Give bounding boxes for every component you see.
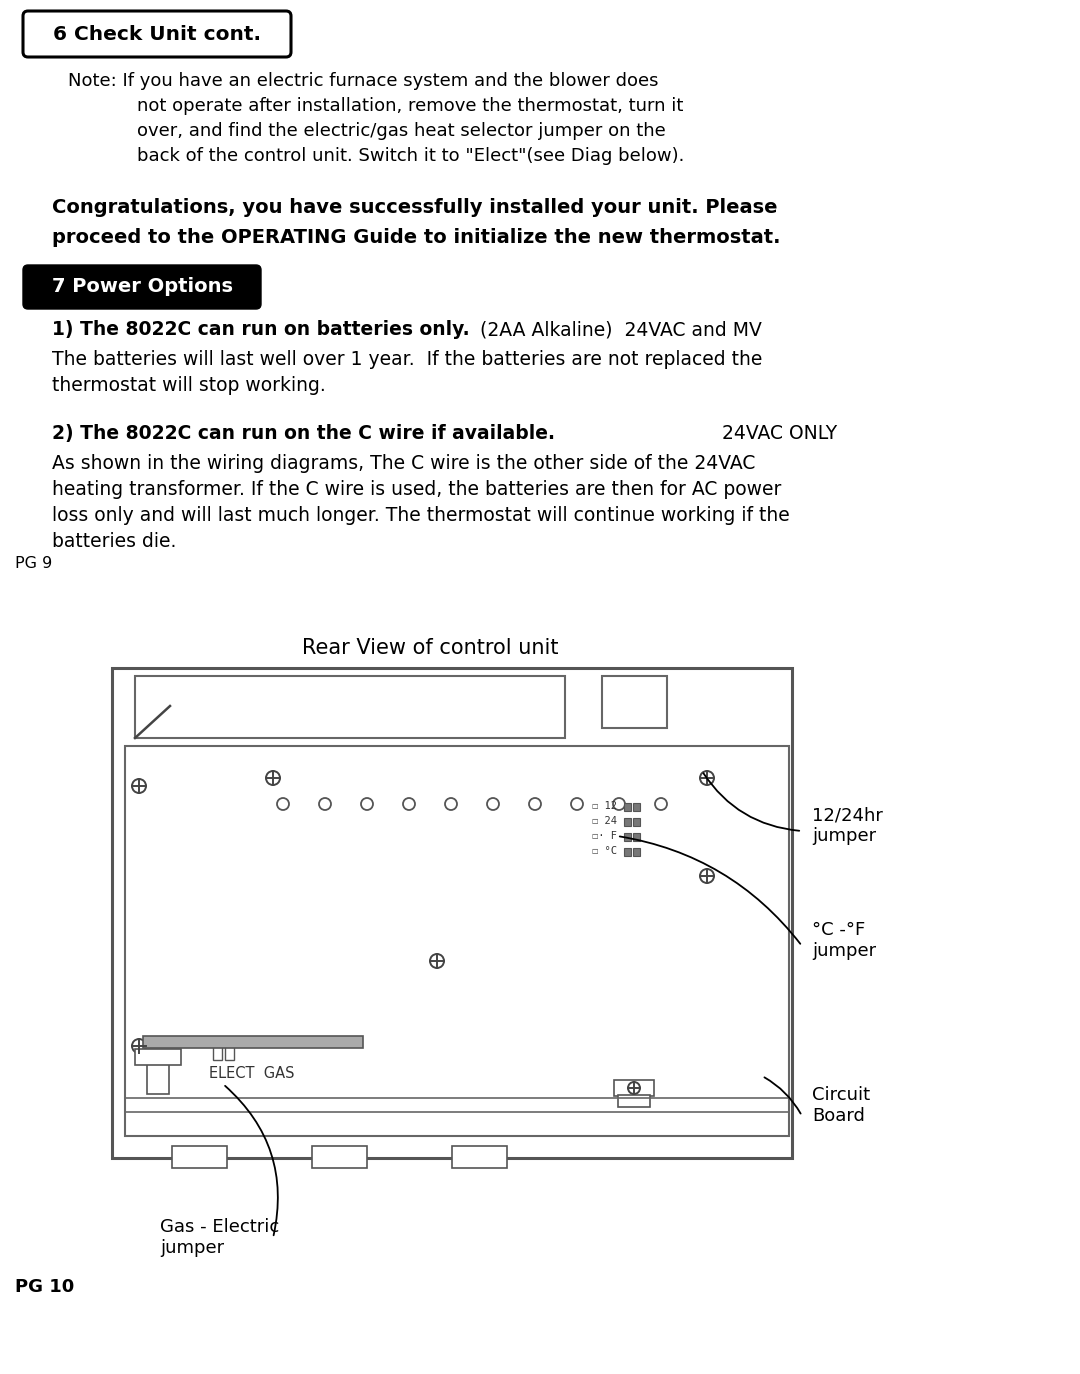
Bar bbox=[172, 1146, 227, 1168]
Bar bbox=[312, 1146, 367, 1168]
Bar bbox=[633, 848, 640, 856]
Text: ELECT  GAS: ELECT GAS bbox=[210, 1066, 295, 1081]
Bar bbox=[143, 1036, 363, 1048]
Text: proceed to the OPERATING Guide to initialize the new thermostat.: proceed to the OPERATING Guide to initia… bbox=[52, 228, 781, 247]
Bar bbox=[624, 833, 631, 841]
Bar bbox=[213, 1046, 222, 1059]
Text: 6 Check Unit cont.: 6 Check Unit cont. bbox=[53, 25, 261, 44]
Text: Rear View of control unit: Rear View of control unit bbox=[301, 638, 558, 658]
Bar bbox=[624, 848, 631, 856]
Bar bbox=[624, 802, 631, 811]
Text: Congratulations, you have successfully installed your unit. Please: Congratulations, you have successfully i… bbox=[52, 198, 778, 217]
Bar bbox=[633, 802, 640, 811]
Text: 2) The 8022C can run on the C wire if available.: 2) The 8022C can run on the C wire if av… bbox=[52, 425, 555, 442]
Text: batteries die.: batteries die. bbox=[52, 532, 176, 551]
Text: Circuit
Board: Circuit Board bbox=[812, 1085, 870, 1125]
Bar bbox=[225, 1046, 234, 1059]
Text: °C -°F
jumper: °C -°F jumper bbox=[812, 921, 876, 960]
Bar bbox=[112, 668, 792, 1158]
Bar bbox=[147, 1063, 168, 1094]
Text: heating transformer. If the C wire is used, the batteries are then for AC power: heating transformer. If the C wire is us… bbox=[52, 480, 781, 499]
Bar bbox=[125, 746, 789, 1136]
Text: ☐ 12: ☐ 12 bbox=[592, 801, 617, 811]
Text: Note: If you have an electric furnace system and the blower does: Note: If you have an electric furnace sy… bbox=[68, 71, 659, 91]
Text: PG 10: PG 10 bbox=[15, 1278, 75, 1296]
Text: ☐ 24: ☐ 24 bbox=[592, 816, 617, 826]
Text: PG 9: PG 9 bbox=[15, 556, 52, 572]
Text: 12/24hr
jumper: 12/24hr jumper bbox=[812, 807, 882, 845]
Bar bbox=[135, 1048, 181, 1065]
Text: not operate after installation, remove the thermostat, turn it: not operate after installation, remove t… bbox=[68, 98, 684, 115]
Bar bbox=[624, 818, 631, 826]
Text: As shown in the wiring diagrams, The C wire is the other side of the 24VAC: As shown in the wiring diagrams, The C w… bbox=[52, 453, 755, 473]
Bar bbox=[453, 1146, 507, 1168]
Bar bbox=[618, 1095, 650, 1107]
Text: over, and find the electric/gas heat selector jumper on the: over, and find the electric/gas heat sel… bbox=[68, 122, 665, 140]
Bar bbox=[602, 676, 667, 728]
Text: 1) The 8022C can run on batteries only.: 1) The 8022C can run on batteries only. bbox=[52, 320, 470, 339]
Bar bbox=[135, 676, 565, 738]
Text: ☐· F: ☐· F bbox=[592, 831, 617, 841]
Text: 24VAC ONLY: 24VAC ONLY bbox=[723, 425, 837, 442]
Text: Gas - Electric
jumper: Gas - Electric jumper bbox=[160, 1217, 280, 1257]
Bar bbox=[615, 1080, 654, 1096]
Bar bbox=[633, 818, 640, 826]
Text: ☐ °C: ☐ °C bbox=[592, 846, 617, 856]
Text: 7 Power Options: 7 Power Options bbox=[52, 278, 232, 297]
Text: thermostat will stop working.: thermostat will stop working. bbox=[52, 376, 326, 394]
Bar bbox=[633, 833, 640, 841]
Text: back of the control unit. Switch it to "Elect"(see Diag below).: back of the control unit. Switch it to "… bbox=[68, 147, 685, 165]
Text: The batteries will last well over 1 year.  If the batteries are not replaced the: The batteries will last well over 1 year… bbox=[52, 350, 762, 370]
Text: (2AA Alkaline)  24VAC and MV: (2AA Alkaline) 24VAC and MV bbox=[468, 320, 761, 339]
Text: loss only and will last much longer. The thermostat will continue working if the: loss only and will last much longer. The… bbox=[52, 506, 789, 525]
FancyBboxPatch shape bbox=[23, 11, 291, 56]
FancyBboxPatch shape bbox=[23, 265, 261, 309]
